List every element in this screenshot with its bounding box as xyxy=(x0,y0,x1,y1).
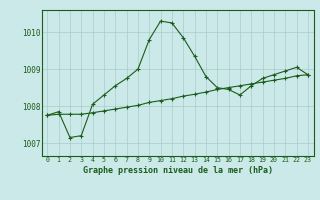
X-axis label: Graphe pression niveau de la mer (hPa): Graphe pression niveau de la mer (hPa) xyxy=(83,166,273,175)
